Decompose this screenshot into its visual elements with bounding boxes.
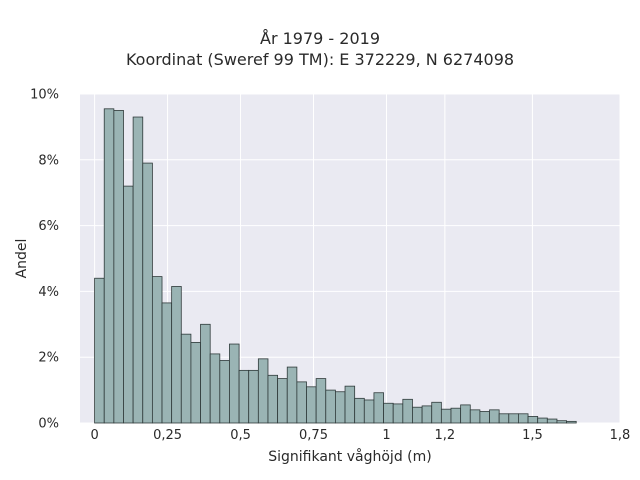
histogram-bar-39 bbox=[469, 409, 481, 424]
histogram-bar-37 bbox=[450, 407, 462, 424]
histogram-bar-13 bbox=[219, 360, 230, 424]
histogram-bar-18 bbox=[267, 374, 279, 424]
histogram-bar-44 bbox=[518, 413, 529, 424]
histogram-bar-24 bbox=[325, 389, 336, 424]
chart-title-line2: Koordinat (Sweref 99 TM): E 372229, N 62… bbox=[125, 50, 515, 69]
histogram-bar-3 bbox=[123, 185, 134, 424]
y-axis-label: Andel bbox=[14, 239, 30, 279]
histogram-bar-35 bbox=[431, 401, 442, 424]
y-tick-label-0: 0% bbox=[38, 417, 59, 432]
histogram-bar-4 bbox=[132, 116, 144, 424]
grid-lines bbox=[80, 93, 621, 424]
histogram-bar-19 bbox=[277, 378, 288, 424]
histogram-bar-30 bbox=[383, 402, 394, 424]
y-tick-label-1: 2% bbox=[38, 351, 59, 366]
histogram-bar-9 bbox=[180, 333, 192, 424]
x-tick-label-7: 1,8 bbox=[610, 428, 631, 443]
x-tick-label-4: 1 bbox=[382, 428, 390, 443]
histogram-bar-41 bbox=[489, 409, 500, 424]
y-tick-label-4: 8% bbox=[38, 153, 59, 168]
histogram-bar-48 bbox=[556, 420, 567, 424]
x-tick-label-1: 0,25 bbox=[153, 428, 182, 443]
y-axis-ticks: 0% 2% 4% 6% 8% 10% bbox=[30, 88, 59, 432]
histogram-bar-20 bbox=[286, 366, 298, 424]
histogram-bar-16 bbox=[248, 369, 259, 424]
x-tick-label-2: 0,5 bbox=[230, 428, 251, 443]
x-tick-label-6: 1,5 bbox=[522, 428, 543, 443]
y-tick-label-2: 4% bbox=[38, 285, 59, 300]
histogram-bar-34 bbox=[421, 405, 433, 424]
histogram-bar-43 bbox=[508, 413, 519, 424]
histogram-bar-28 bbox=[363, 399, 375, 424]
histogram-bar-26 bbox=[344, 385, 356, 424]
histogram-bar-1 bbox=[103, 108, 115, 424]
histogram-bar-10 bbox=[190, 341, 201, 424]
histogram-bar-40 bbox=[479, 411, 490, 424]
histogram-bar-49 bbox=[566, 420, 577, 424]
histogram-bar-45 bbox=[527, 416, 539, 424]
histogram-bar-14 bbox=[229, 343, 240, 424]
y-tick-label-5: 10% bbox=[30, 88, 59, 103]
chart-title-line1: År 1979 - 2019 bbox=[260, 29, 380, 48]
histogram-bar-7 bbox=[161, 302, 173, 424]
histogram-bar-29 bbox=[373, 392, 384, 424]
histogram-bar-25 bbox=[335, 391, 346, 424]
x-tick-label-3: 0,75 bbox=[299, 428, 328, 443]
histogram-bar-0 bbox=[94, 277, 105, 424]
x-tick-label-5: 1,2 bbox=[435, 428, 456, 443]
histogram-bar-42 bbox=[498, 413, 510, 424]
histogram-bar-2 bbox=[113, 110, 124, 424]
histogram-bar-6 bbox=[151, 276, 163, 424]
chart-title: År 1979 - 2019 Koordinat (Sweref 99 TM):… bbox=[0, 28, 640, 70]
histogram-bars bbox=[94, 108, 577, 424]
histogram-bar-11 bbox=[200, 323, 211, 424]
histogram-bar-12 bbox=[209, 353, 221, 424]
histogram-bar-38 bbox=[460, 404, 471, 424]
histogram-bar-47 bbox=[546, 418, 558, 424]
x-axis-ticks: 0 0,25 0,5 0,75 1 1,2 1,5 1,8 bbox=[90, 428, 630, 443]
histogram-bar-8 bbox=[171, 286, 182, 424]
y-tick-label-3: 6% bbox=[38, 219, 59, 234]
histogram-bar-31 bbox=[392, 403, 404, 424]
histogram-bar-27 bbox=[354, 397, 365, 424]
histogram-bar-21 bbox=[296, 381, 307, 424]
x-axis-label: Signifikant våghöjd (m) bbox=[268, 448, 431, 465]
histogram-bar-46 bbox=[537, 417, 548, 424]
histogram-bar-23 bbox=[315, 378, 327, 424]
histogram-bar-36 bbox=[440, 408, 452, 424]
histogram-bar-15 bbox=[238, 369, 250, 424]
histogram-bar-5 bbox=[142, 162, 153, 424]
histogram-bar-22 bbox=[306, 386, 317, 424]
histogram-bar-32 bbox=[402, 398, 413, 424]
histogram-bar-17 bbox=[257, 358, 269, 424]
histogram-bar-33 bbox=[412, 406, 423, 424]
x-tick-label-0: 0 bbox=[90, 428, 98, 443]
